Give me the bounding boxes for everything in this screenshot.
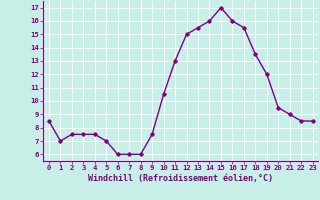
X-axis label: Windchill (Refroidissement éolien,°C): Windchill (Refroidissement éolien,°C) xyxy=(88,174,273,183)
